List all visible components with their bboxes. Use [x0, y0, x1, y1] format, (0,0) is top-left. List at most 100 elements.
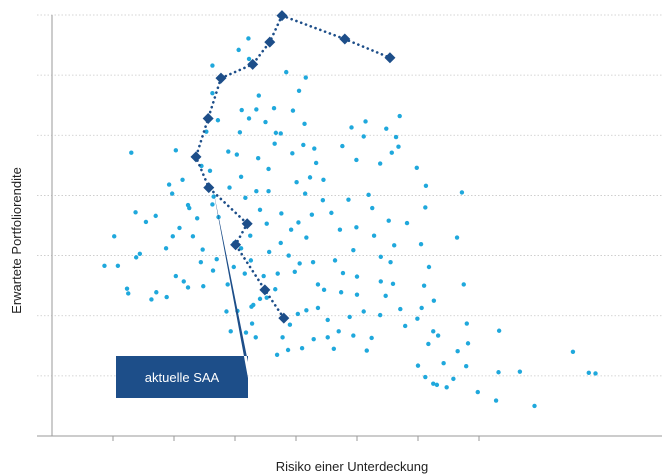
cloud-point — [346, 197, 351, 202]
cloud-point — [102, 263, 107, 268]
cloud-point — [133, 255, 139, 260]
callout: aktuelle SAA — [116, 187, 248, 398]
cloud-point — [331, 346, 337, 351]
cloud-point — [419, 305, 424, 311]
cloud-point — [388, 259, 393, 265]
cloud-point — [264, 295, 269, 300]
frontier-point — [264, 36, 276, 48]
cloud-point — [201, 284, 206, 289]
cloud-point — [177, 225, 182, 231]
cloud-point — [321, 177, 326, 182]
cloud-point — [224, 309, 229, 314]
cloud-point — [570, 349, 576, 354]
cloud-point — [166, 182, 172, 187]
frontier-point — [278, 312, 290, 324]
cloud-point — [302, 191, 308, 196]
cloud-point — [249, 321, 255, 326]
frontier-point — [190, 151, 202, 163]
cloud-point — [351, 333, 356, 338]
cloud-point — [517, 369, 523, 374]
cloud-point — [246, 56, 252, 62]
cloud-point — [418, 241, 424, 247]
cloud-point — [309, 212, 315, 217]
cloud-point — [190, 234, 196, 239]
cloud-point — [266, 189, 271, 194]
cloud-point — [451, 376, 456, 382]
cloud-point — [243, 330, 249, 335]
cloud-point — [225, 282, 230, 287]
cloud-point — [426, 341, 431, 347]
cloud-point — [332, 258, 338, 263]
cloud-point — [248, 233, 253, 238]
cloud-point — [263, 119, 268, 125]
cloud-point — [390, 281, 396, 287]
frontier-point — [202, 112, 214, 124]
cloud-point — [273, 287, 278, 292]
cloud-point — [290, 108, 296, 113]
cloud-point — [185, 285, 191, 290]
cloud-point — [264, 221, 269, 226]
cloud-point — [312, 146, 317, 151]
cloud-point — [210, 90, 215, 96]
cloud-point — [383, 293, 388, 299]
cloud-point — [295, 311, 301, 317]
cloud-point — [463, 364, 469, 369]
portfolio-cloud — [102, 36, 598, 409]
cloud-point — [257, 207, 263, 213]
cloud-point — [198, 259, 204, 265]
cloud-point — [349, 125, 354, 130]
cloud-point — [254, 189, 259, 194]
cloud-point — [255, 155, 261, 161]
cloud-point — [304, 308, 309, 313]
cloud-point — [366, 192, 371, 198]
cloud-point — [369, 335, 374, 341]
cloud-point — [278, 131, 283, 136]
cloud-point — [426, 264, 432, 270]
cloud-point — [253, 335, 258, 340]
cloud-point — [461, 282, 466, 287]
frontier-point — [247, 58, 259, 70]
cloud-point — [194, 216, 200, 221]
cloud-point — [290, 151, 295, 156]
cloud-point — [384, 126, 389, 131]
cloud-point — [378, 279, 383, 284]
cloud-point — [254, 107, 259, 112]
cloud-point — [465, 341, 471, 346]
cloud-point — [137, 251, 143, 256]
cloud-point — [336, 329, 341, 334]
cloud-point — [593, 371, 598, 376]
cloud-point — [354, 292, 360, 297]
cloud-point — [163, 246, 169, 251]
callout-box — [116, 187, 248, 398]
frontier-point — [384, 52, 396, 64]
cloud-point — [371, 233, 377, 238]
cloud-point — [493, 398, 499, 403]
cloud-point — [397, 113, 402, 119]
cloud-point — [370, 205, 375, 211]
cloud-point — [386, 218, 391, 223]
gridlines — [37, 14, 662, 377]
cloud-point — [275, 271, 280, 276]
cloud-point — [431, 298, 437, 303]
cloud-point — [242, 271, 247, 276]
cloud-point — [154, 290, 159, 295]
frontier-point — [230, 239, 242, 251]
cloud-point — [292, 269, 297, 275]
cloud-point — [459, 190, 465, 195]
cloud-point — [164, 294, 169, 300]
cloud-point — [496, 328, 502, 333]
cloud-point — [257, 296, 263, 302]
cloud-point — [378, 254, 383, 259]
cloud-point — [338, 290, 344, 295]
cloud-point — [393, 134, 399, 140]
cloud-point — [207, 168, 213, 173]
cloud-point — [435, 333, 441, 338]
cloud-point — [475, 389, 480, 395]
cloud-point — [227, 185, 232, 190]
cloud-point — [361, 309, 366, 314]
cloud-point — [181, 279, 186, 284]
cloud-point — [266, 166, 271, 172]
cloud-point — [286, 253, 291, 258]
cloud-point — [414, 165, 419, 170]
cloud-point — [149, 297, 154, 302]
